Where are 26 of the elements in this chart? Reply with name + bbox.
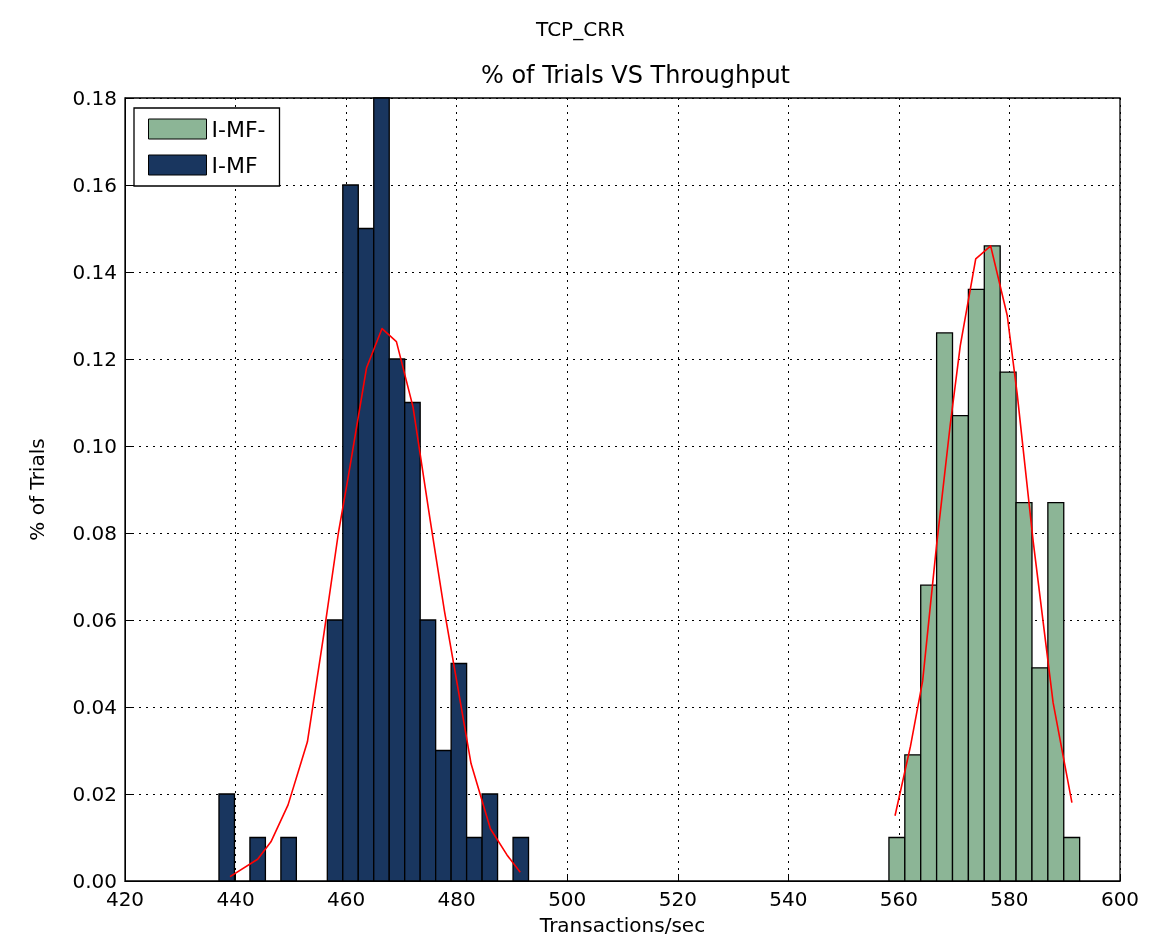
line-series	[894, 245, 1073, 817]
legend-label: I-MF-	[211, 116, 266, 142]
y-tick-label: 0.16	[72, 173, 117, 197]
x-tick-label: 520	[658, 887, 697, 911]
y-tick-label: 0.04	[72, 695, 117, 719]
x-tick-label: 540	[769, 887, 808, 911]
y-tick-label: 0.14	[72, 260, 117, 284]
y-tick-label: 0.08	[72, 521, 117, 545]
x-tick-label: 560	[879, 887, 918, 911]
x-tick-label: 460	[327, 887, 366, 911]
y-tick-label: 0.12	[72, 347, 117, 371]
x-axis-title: Transactions/sec	[538, 913, 706, 937]
x-tick-label: 480	[437, 887, 476, 911]
y-tick-label: 0.10	[72, 434, 117, 458]
x-tick-label: 440	[216, 887, 255, 911]
chart-title: TCP_CRR	[535, 17, 626, 41]
y-tick-label: 0.02	[72, 782, 117, 806]
y-axis-title: % of Trials	[25, 438, 49, 541]
x-tick-label: 600	[1100, 887, 1140, 911]
x-tick-label: 500	[548, 887, 587, 911]
chart-subtitle: % of Trials VS Throughput	[480, 61, 791, 89]
y-tick-label: 0.18	[72, 86, 117, 110]
line-series	[229, 327, 522, 878]
x-tick-label: 580	[990, 887, 1029, 911]
y-tick-label: 0.06	[72, 608, 117, 632]
legend-label: I-MF	[211, 152, 258, 178]
